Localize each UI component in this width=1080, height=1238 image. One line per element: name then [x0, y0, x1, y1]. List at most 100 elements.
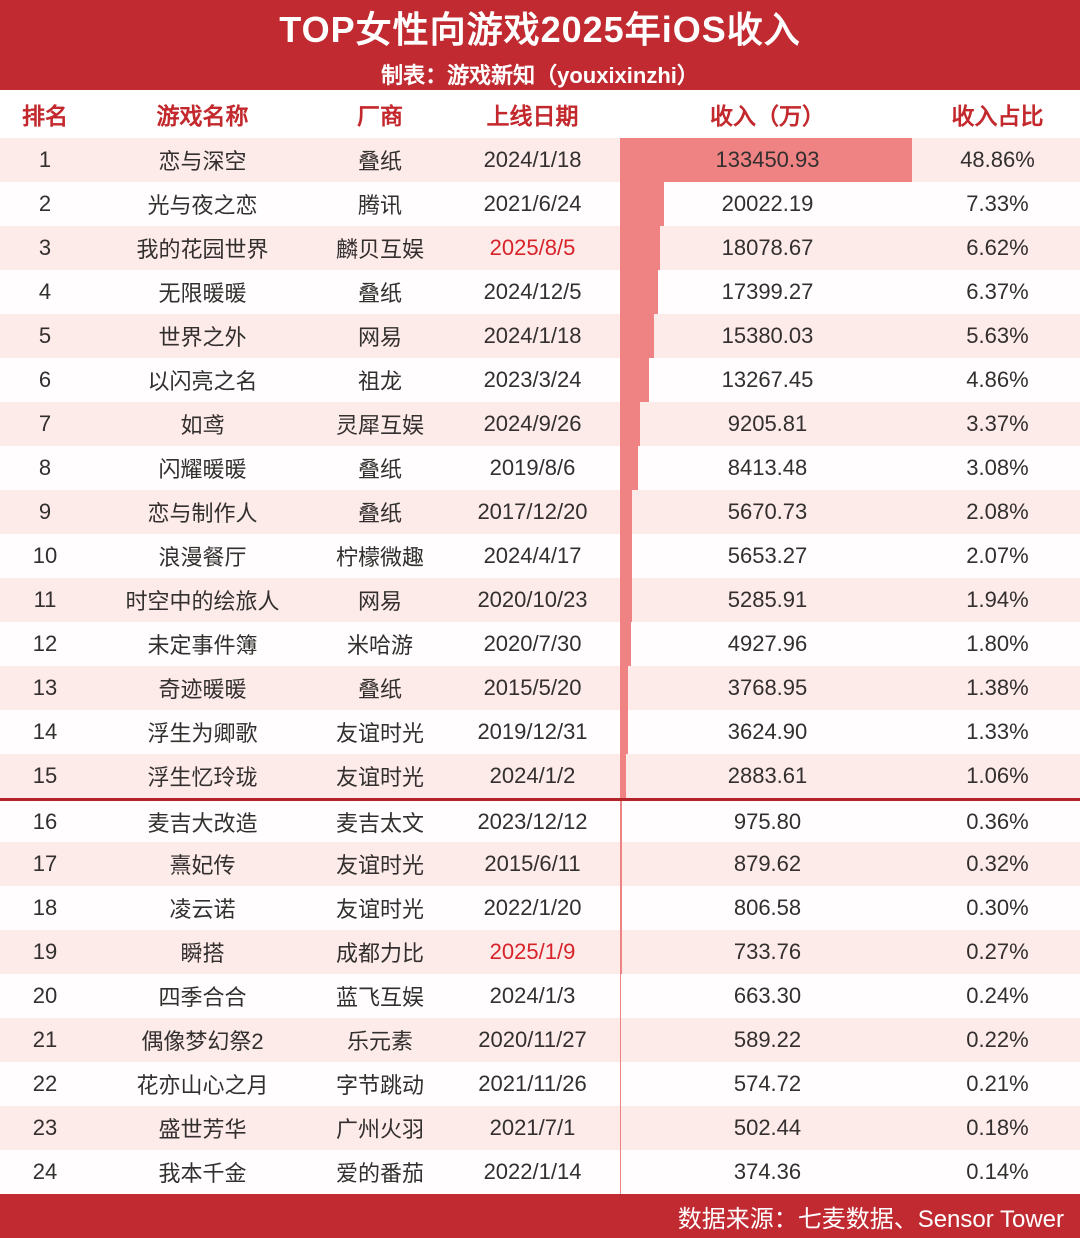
column-header-6: 收入占比	[951, 103, 1044, 129]
rank-cell: 7	[38, 411, 52, 436]
company-cell: 叠纸	[357, 281, 402, 306]
share-cell: 3.37%	[966, 411, 1029, 436]
table-row: 13 奇迹暖暖 叠纸 2015/5/20 3768.95 1.38%	[0, 666, 1080, 710]
revenue-bar	[620, 402, 641, 446]
revenue-cell: 133450.93	[620, 138, 915, 182]
launch-date-cell: 2024/1/18	[483, 147, 582, 172]
table-header-row: 排名 游戏名称 厂商 上线日期 收入（万） 收入占比	[0, 90, 1080, 138]
footer-banner: 数据来源：七麦数据、Sensor Tower	[0, 1194, 1080, 1238]
game-name-cell: 盛世芳华	[158, 1117, 247, 1142]
revenue-cell: 4927.96	[620, 622, 915, 666]
rank-cell: 6	[38, 367, 52, 392]
revenue-bar	[620, 446, 639, 490]
company-cell: 网易	[357, 589, 402, 614]
revenue-value: 4927.96	[727, 631, 808, 656]
game-name-cell: 浪漫餐厅	[158, 545, 247, 570]
share-cell: 0.22%	[966, 1027, 1029, 1052]
rank-cell: 14	[32, 719, 58, 744]
revenue-value: 589.22	[733, 1027, 802, 1052]
game-name-cell: 偶像梦幻祭2	[141, 1029, 264, 1054]
company-cell: 友谊时光	[335, 897, 424, 922]
table-row: 8 闪耀暖暖 叠纸 2019/8/6 8413.48 3.08%	[0, 446, 1080, 490]
game-name-cell: 未定事件簿	[147, 633, 258, 658]
game-name-cell: 瞬搭	[180, 941, 225, 966]
column-header-2: 游戏名称	[156, 103, 249, 129]
company-cell: 成都力比	[335, 941, 424, 966]
share-cell: 0.32%	[966, 851, 1029, 876]
revenue-value: 15380.03	[721, 323, 814, 348]
company-cell: 米哈游	[346, 633, 413, 658]
rank-cell: 24	[32, 1159, 58, 1184]
revenue-cell: 17399.27	[620, 270, 915, 314]
column-header-3: 厂商	[357, 103, 403, 129]
revenue-value: 2883.61	[727, 763, 808, 788]
share-cell: 6.37%	[966, 279, 1029, 304]
share-cell: 0.18%	[966, 1115, 1029, 1140]
revenue-value: 574.72	[733, 1071, 802, 1096]
launch-date-cell: 2024/1/3	[489, 983, 576, 1008]
rank-cell: 18	[32, 895, 58, 920]
revenue-bar	[620, 801, 623, 842]
share-cell: 1.33%	[966, 719, 1029, 744]
game-name-cell: 四季合合	[158, 985, 247, 1010]
column-header-4: 上线日期	[486, 103, 579, 129]
revenue-bar	[620, 578, 632, 622]
rank-cell: 20	[32, 983, 58, 1008]
share-cell: 1.06%	[966, 763, 1029, 788]
revenue-value: 5285.91	[727, 587, 808, 612]
launch-date-cell: 2024/1/2	[489, 763, 576, 788]
revenue-bar	[620, 710, 628, 754]
revenue-cell: 663.30	[620, 974, 915, 1018]
game-name-cell: 浮生为卿歌	[147, 721, 258, 746]
launch-date-cell: 2015/6/11	[484, 851, 581, 876]
revenue-cell: 879.62	[620, 842, 915, 886]
revenue-cell: 3624.90	[620, 710, 915, 754]
table-row: 19 瞬搭 成都力比 2025/1/9 733.76 0.27%	[0, 930, 1080, 974]
rank-cell: 12	[32, 631, 58, 656]
table-body: 1 恋与深空 叠纸 2024/1/18 133450.93 48.86% 2 光与夜之恋 腾讯 2…	[0, 138, 1080, 1194]
table-row: 6 以闪亮之名 祖龙 2023/3/24 13267.45 4.86%	[0, 358, 1080, 402]
table-row: 2 光与夜之恋 腾讯 2021/6/24 20022.19 7.33%	[0, 182, 1080, 226]
column-header-1: 排名	[22, 103, 68, 129]
table-row: 14 浮生为卿歌 友谊时光 2019/12/31 3624.90 1.33%	[0, 710, 1080, 754]
page-subtitle: 制表：游戏新知（youxixinzhi）	[381, 62, 699, 88]
launch-date-cell: 2021/6/24	[483, 191, 582, 216]
launch-date-cell: 2025/1/9	[489, 939, 576, 964]
revenue-bar	[620, 886, 622, 930]
company-cell: 网易	[357, 325, 402, 350]
revenue-bar	[620, 490, 633, 534]
table-row: 20 四季合合 蓝飞互娱 2024/1/3 663.30 0.24%	[0, 974, 1080, 1018]
revenue-value: 17399.27	[721, 279, 814, 304]
revenue-cell: 574.72	[620, 1062, 915, 1106]
launch-date-cell: 2017/12/20	[477, 499, 588, 524]
revenue-bar	[620, 930, 622, 974]
game-name-cell: 以闪亮之名	[147, 369, 258, 394]
share-cell: 2.07%	[966, 543, 1029, 568]
company-cell: 友谊时光	[335, 765, 424, 790]
game-name-cell: 麦吉大改造	[147, 810, 258, 836]
company-cell: 祖龙	[357, 369, 402, 394]
revenue-bar	[620, 842, 622, 886]
table-row: 23 盛世芳华 广州火羽 2021/7/1 502.44 0.18%	[0, 1106, 1080, 1150]
rank-cell: 9	[38, 499, 52, 524]
revenue-bar	[620, 666, 629, 710]
column-header-5: 收入（万）	[710, 103, 825, 129]
launch-date-cell: 2022/1/20	[483, 895, 582, 920]
game-name-cell: 花亦山心之月	[136, 1073, 269, 1098]
page-title: TOP女性向游戏2025年iOS收入	[279, 8, 801, 50]
rank-cell: 10	[32, 543, 58, 568]
company-cell: 字节跳动	[335, 1073, 424, 1098]
rank-cell: 8	[38, 455, 52, 480]
revenue-bar	[620, 622, 631, 666]
table-row: 7 如鸢 灵犀互娱 2024/9/26 9205.81 3.37%	[0, 402, 1080, 446]
revenue-cell: 5670.73	[620, 490, 915, 534]
game-name-cell: 无限暖暖	[158, 281, 247, 306]
table-row: 18 凌云诺 友谊时光 2022/1/20 806.58 0.30%	[0, 886, 1080, 930]
launch-date-cell: 2023/12/12	[477, 808, 588, 834]
rank-cell: 19	[32, 939, 58, 964]
share-cell: 0.24%	[966, 983, 1029, 1008]
share-cell: 0.36%	[966, 808, 1029, 834]
table-row: 10 浪漫餐厅 柠檬微趣 2024/4/17 5653.27 2.07%	[0, 534, 1080, 578]
rank-cell: 21	[32, 1027, 58, 1052]
revenue-cell: 15380.03	[620, 314, 915, 358]
